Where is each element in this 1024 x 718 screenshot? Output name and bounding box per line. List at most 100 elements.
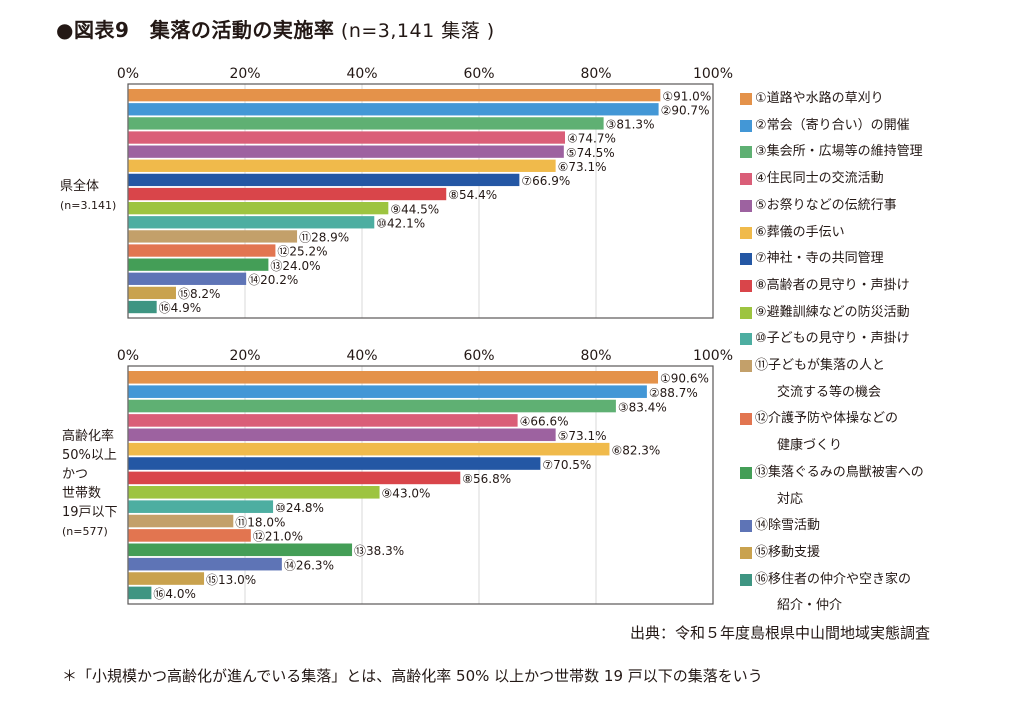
bar	[128, 514, 234, 528]
bar	[128, 371, 659, 384]
legend-swatch	[740, 253, 752, 266]
value-label: ⑤73.1%	[558, 429, 607, 443]
legend-label: ⑬集落ぐるみの鳥獣被害への 対応	[755, 464, 924, 507]
chart-2: 0% 20% 40% 60% 80% 100% ①90.6%②88.7%③83.4% ④66.…	[117, 348, 733, 605]
value-label: ④66.6%	[520, 415, 569, 429]
bar	[128, 572, 205, 585]
figure-title-main: ●図表9 集落の活動の実施率	[56, 18, 335, 42]
bar	[128, 428, 556, 442]
group-label-line: (n=3.141)	[60, 199, 117, 212]
source-note: 出典：令和５年度島根県中山間地域実態調査	[630, 624, 931, 642]
legend-swatch	[740, 146, 752, 159]
x-tick-label: 100%	[693, 348, 733, 364]
value-label: ⑨44.5%	[390, 202, 439, 216]
x-tick-label: 80%	[580, 66, 611, 82]
value-label: ①91.0%	[662, 89, 711, 103]
value-label: ⑫25.2%	[277, 245, 327, 259]
plot-frame	[127, 83, 714, 319]
value-label: ⑤74.5%	[566, 146, 615, 160]
group-label-line: かつ	[62, 467, 89, 482]
legend-label: ①道路や水路の草刈り	[755, 91, 884, 106]
legend-label: ②常会（寄り合い）の開催	[755, 117, 910, 133]
x-tick-label: 0%	[117, 66, 139, 82]
value-label: ②88.7%	[649, 386, 698, 400]
value-label: ⑧56.8%	[462, 472, 511, 486]
value-label: ⑮8.2%	[178, 287, 221, 301]
bar	[128, 272, 247, 285]
bar	[128, 557, 282, 571]
x-tick-label: 20%	[229, 348, 260, 364]
legend-swatch	[740, 119, 752, 132]
group-label-line: 高齢化率	[62, 429, 115, 444]
value-label: ⑯4.0%	[153, 587, 196, 601]
bar	[128, 385, 647, 398]
bar	[128, 486, 380, 499]
bar	[128, 173, 520, 187]
legend-swatch	[740, 226, 752, 239]
legend-label: ⑫介護予防や体操などの 健康づくり	[755, 411, 899, 454]
legend-swatch	[740, 573, 752, 586]
value-label: ⑯4.9%	[159, 301, 202, 315]
bar	[128, 258, 269, 271]
x-tick-label: 40%	[346, 348, 377, 364]
legend-item: ⑫介護予防や体操などの 健康づくり	[740, 406, 1000, 459]
value-label: ⑫21.0%	[253, 530, 303, 544]
legend-item: ⑩子どもの見守り・声掛け	[740, 326, 1000, 353]
value-label: ⑦66.9%	[521, 174, 570, 188]
value-label: ⑥82.3%	[611, 443, 660, 457]
bar	[128, 500, 274, 513]
legend-label: ⑦神社・寺の共同管理	[755, 251, 884, 267]
legend-swatch	[740, 279, 752, 292]
legend-label: ④住民同士の交流活動	[755, 171, 884, 187]
value-label: ⑦70.5%	[542, 458, 591, 472]
legend-swatch	[740, 173, 752, 186]
legend-swatch	[740, 306, 752, 319]
bar	[128, 145, 564, 158]
bar	[128, 117, 604, 130]
chart1-group-label: 県全体 (n=3.141)	[60, 177, 116, 215]
value-label: ②90.7%	[661, 103, 710, 117]
legend-swatch	[740, 199, 752, 212]
bar	[128, 471, 461, 485]
bar	[128, 414, 518, 427]
bar	[128, 442, 610, 456]
bar	[128, 230, 298, 243]
legend-label: ⑪子どもが集落の人と 交流する等の機会	[755, 358, 886, 400]
legend-item: ⑮移動支援	[740, 540, 1000, 567]
legend-item: ③集会所・広場等の維持管理	[740, 139, 1000, 166]
legend-swatch	[740, 466, 752, 479]
bar	[128, 187, 447, 201]
value-label: ⑪28.9%	[299, 231, 349, 245]
bar	[128, 244, 276, 257]
x-tick-label: 60%	[463, 66, 494, 82]
legend-label: ⑤お祭りなどの伝統行事	[755, 197, 897, 213]
legend-item: ⑬集落ぐるみの鳥獣被害への 対応	[740, 460, 1000, 513]
bar	[128, 103, 659, 116]
group-label-line: 県全体	[60, 179, 100, 194]
legend-item: ⑤お祭りなどの伝統行事	[740, 193, 1000, 220]
legend-label: ③集会所・広場等の維持管理	[755, 144, 923, 160]
value-label: ⑧54.4%	[448, 188, 497, 202]
value-label: ③83.4%	[618, 400, 667, 414]
value-label: ⑥73.1%	[558, 160, 607, 174]
legend-item: ⑭除雪活動	[740, 513, 1000, 540]
group-label-line: 50%以上	[62, 448, 117, 463]
x-tick-label: 40%	[346, 66, 377, 82]
value-label: ⑮13.0%	[206, 573, 256, 587]
bar	[128, 586, 152, 600]
legend: ①道路や水路の草刈り ②常会（寄り合い）の開催 ③集会所・広場等の維持管理 ④住民同士…	[740, 86, 1000, 620]
legend-label: ⑧高齢者の見守り・声掛け	[755, 277, 910, 293]
x-tick-label: 100%	[693, 66, 733, 82]
legend-swatch	[740, 546, 752, 559]
x-tick-label: 0%	[117, 348, 139, 364]
legend-swatch	[740, 360, 752, 373]
legend-item: ④住民同士の交流活動	[740, 166, 1000, 193]
bar	[128, 159, 556, 172]
legend-label: ⑥葬儀の手伝い	[755, 224, 845, 240]
value-label: ⑭26.3%	[284, 558, 334, 572]
value-label: ⑩24.8%	[275, 501, 324, 515]
chart-1: 0% 20% 40% 60% 80% 100% ①91.0%②90.7% ③81.3%④74.…	[117, 66, 733, 319]
legend-swatch	[740, 93, 752, 105]
legend-item: ①道路や水路の草刈り	[740, 86, 1000, 113]
